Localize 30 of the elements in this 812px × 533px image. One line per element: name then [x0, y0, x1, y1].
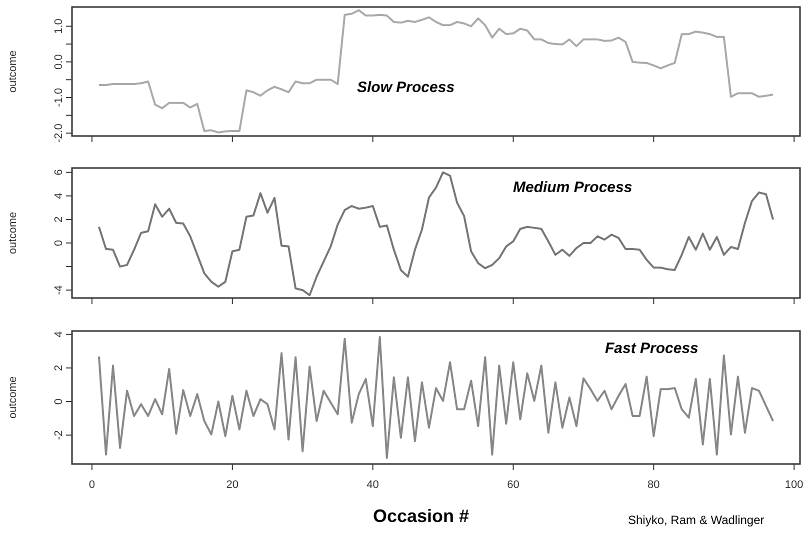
x-tick-label: 60	[507, 479, 520, 491]
y-tick-label: 2	[53, 216, 65, 223]
x-axis-title: Occasion #	[372, 506, 470, 526]
y-tick-label: -4	[53, 285, 65, 295]
y-tick-label: -1.0	[53, 88, 65, 107]
x-tick-label: 20	[226, 479, 238, 491]
y-tick-label: 0	[53, 240, 65, 246]
x-tick-label: 100	[784, 479, 804, 491]
y-tick-label: -2	[53, 430, 65, 440]
x-tick-label: 0	[88, 479, 96, 491]
text: Slow Process	[357, 79, 455, 96]
y-tick-label: 4	[53, 192, 65, 199]
text: Fast Process	[605, 340, 698, 357]
y-tick-label: 1.0	[53, 18, 65, 34]
x-tick-label: 80	[648, 479, 660, 491]
y-axis-title: outcome	[7, 212, 19, 254]
line-series	[98, 336, 774, 459]
y-tick-label: 2	[53, 364, 65, 372]
y-tick-label: 6	[53, 169, 65, 176]
y-tick-label: -2.0	[53, 124, 65, 143]
text: Shiyko, Ram & Wadlinger	[628, 513, 764, 527]
y-tick-label: 0.0	[53, 54, 65, 70]
line-series	[98, 171, 774, 296]
line-series	[98, 9, 774, 134]
text: Medium Process	[513, 179, 632, 196]
y-tick-label: 0	[53, 398, 65, 405]
y-tick-label: 4	[53, 331, 65, 338]
y-axis-title: outcome	[7, 50, 19, 93]
y-axis-title: outcome	[7, 376, 19, 419]
x-tick-label: 40	[366, 479, 379, 491]
